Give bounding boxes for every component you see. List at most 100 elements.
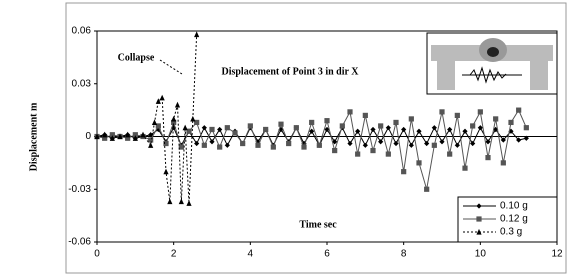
y-tick-label: 0.03 xyxy=(72,78,92,89)
x-tick-label: 8 xyxy=(401,249,407,260)
point xyxy=(175,102,180,108)
point xyxy=(202,143,207,148)
point xyxy=(455,113,460,118)
point xyxy=(393,141,398,146)
point xyxy=(478,125,483,130)
point xyxy=(152,119,157,125)
point xyxy=(478,109,483,114)
point xyxy=(167,198,172,204)
point xyxy=(309,120,314,125)
point xyxy=(179,198,184,204)
y-tick-label: -0.06 xyxy=(68,237,91,248)
point xyxy=(324,118,329,123)
point xyxy=(485,139,490,144)
chart-title: Displacement of Point 3 in dir X xyxy=(221,66,359,77)
y-tick-label: -0.03 xyxy=(68,184,91,195)
point xyxy=(447,127,452,132)
point xyxy=(194,31,199,37)
point xyxy=(439,139,444,144)
point xyxy=(294,125,299,130)
point xyxy=(455,143,460,148)
point xyxy=(432,125,437,130)
point xyxy=(524,125,529,130)
point xyxy=(355,129,360,134)
point xyxy=(248,123,253,128)
point xyxy=(470,141,475,146)
point xyxy=(225,125,230,130)
point xyxy=(386,125,391,130)
point xyxy=(378,139,383,144)
point xyxy=(470,123,475,128)
point xyxy=(409,143,414,148)
point xyxy=(209,139,214,144)
legend-label: 0.12 g xyxy=(500,214,528,225)
point xyxy=(202,125,207,130)
annotation: Collapse xyxy=(118,52,155,63)
point xyxy=(409,116,414,121)
x-tick-label: 0 xyxy=(94,249,100,260)
point xyxy=(240,141,245,146)
point xyxy=(347,109,352,114)
point xyxy=(432,143,437,148)
point xyxy=(317,143,322,148)
point xyxy=(416,129,421,134)
legend-label: 0.3 g xyxy=(500,227,522,238)
x-tick-label: 2 xyxy=(171,249,177,260)
point xyxy=(160,95,165,101)
point xyxy=(148,142,153,148)
point xyxy=(347,141,352,146)
point xyxy=(186,200,191,206)
point xyxy=(225,143,230,148)
point xyxy=(501,160,506,165)
point xyxy=(508,120,513,125)
point xyxy=(363,113,368,118)
point xyxy=(370,148,375,153)
point xyxy=(363,143,368,148)
point xyxy=(401,169,406,174)
point xyxy=(255,143,260,148)
point xyxy=(516,108,521,113)
point xyxy=(370,127,375,132)
point xyxy=(439,109,444,114)
point xyxy=(340,123,345,128)
point xyxy=(163,169,168,175)
x-tick-label: 4 xyxy=(248,249,254,260)
point xyxy=(424,187,429,192)
x-axis-label: Time sec xyxy=(299,219,337,230)
point xyxy=(447,151,452,156)
point xyxy=(286,141,291,146)
point xyxy=(194,141,199,146)
point xyxy=(493,116,498,121)
inset-picture xyxy=(427,33,557,94)
legend-marker xyxy=(476,216,481,221)
y-tick-label: 0 xyxy=(85,131,91,142)
point xyxy=(148,137,153,142)
point xyxy=(386,151,391,156)
x-tick-label: 6 xyxy=(324,249,330,260)
x-tick-label: 12 xyxy=(551,249,563,260)
point xyxy=(171,116,176,122)
point xyxy=(301,144,306,149)
point xyxy=(424,141,429,146)
y-axis-label: Displacement m xyxy=(28,102,39,171)
point xyxy=(190,116,195,122)
chart: Displacement of Point 3 in dir X Collaps… xyxy=(0,0,568,278)
point xyxy=(217,127,222,132)
point xyxy=(183,125,188,131)
point xyxy=(485,155,490,160)
point xyxy=(462,129,467,134)
legend-label: 0.10 g xyxy=(500,201,528,212)
point xyxy=(378,123,383,128)
y-tick-label: 0.06 xyxy=(72,26,92,37)
point xyxy=(209,127,214,132)
point xyxy=(263,127,268,132)
point xyxy=(332,148,337,153)
point xyxy=(278,122,283,127)
point xyxy=(401,127,406,132)
point xyxy=(355,151,360,156)
point xyxy=(217,144,222,149)
legend: 0.10 g 0.12 g 0.3 g xyxy=(458,197,557,242)
point xyxy=(393,120,398,125)
point xyxy=(462,166,467,171)
x-tick-label: 10 xyxy=(475,249,487,260)
